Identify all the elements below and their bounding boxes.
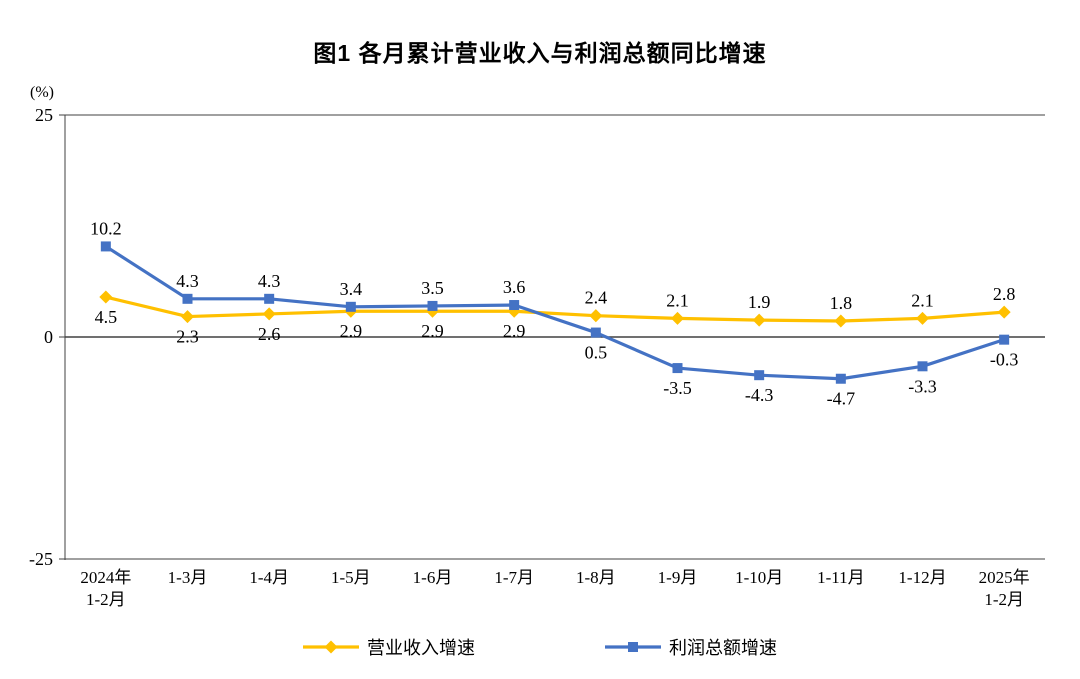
data-label: 4.5 [95, 307, 118, 327]
x-tick-label-10: 1-12月 [898, 568, 946, 587]
diamond-marker [99, 290, 113, 304]
data-label: 1.9 [748, 292, 771, 312]
data-label: 2.9 [503, 321, 526, 341]
x-tick-label-3: 1-5月 [331, 568, 371, 587]
profit-line-swatch [605, 642, 661, 652]
chart-title: 图1 各月累计营业收入与利润总额同比增速 [313, 40, 767, 66]
data-label: -3.5 [663, 378, 692, 398]
data-label: 3.4 [340, 279, 363, 299]
square-marker [917, 361, 928, 372]
square-marker [672, 363, 683, 374]
x-tick-label-6: 1-8月 [576, 568, 616, 587]
square-marker [264, 293, 275, 304]
diamond-marker [834, 314, 848, 328]
y-tick-label-0: 0 [44, 327, 53, 347]
data-label: 2.3 [176, 327, 199, 347]
y-tick-label-25: 25 [35, 105, 53, 125]
diamond-marker [589, 309, 603, 323]
data-label: 1.8 [830, 293, 853, 313]
x-tick-label-5: 1-7月 [494, 568, 534, 587]
diamond-marker [180, 310, 195, 324]
data-label: 2.9 [421, 321, 444, 341]
square-marker [835, 373, 846, 384]
legend-diamond-marker [324, 640, 338, 654]
revenue-line-swatch [303, 640, 359, 654]
diamond-marker [670, 311, 685, 325]
data-label: 4.3 [176, 271, 199, 291]
legend-square-marker [628, 642, 638, 652]
series-line-0 [104, 295, 1006, 323]
diamond-marker [915, 311, 930, 325]
x-tick-label-11: 2025年 1-2月 [979, 568, 1030, 609]
legend: 营业收入增速 利润总额增速 [0, 634, 1080, 660]
y-axis-unit-label: (%) [30, 84, 54, 101]
data-label: 2.1 [911, 290, 934, 310]
y-tick-label--25: -25 [29, 549, 53, 569]
legend-item-revenue: 营业收入增速 [303, 634, 475, 660]
x-tick-label-0: 2024年 1-2月 [80, 568, 131, 609]
data-label: 3.5 [421, 278, 444, 298]
data-label: -3.3 [908, 376, 937, 396]
square-marker [182, 293, 193, 304]
legend-item-profit: 利润总额增速 [605, 634, 777, 660]
x-tick-label-7: 1-9月 [658, 568, 698, 587]
square-marker [999, 334, 1010, 345]
data-label: 4.3 [258, 271, 281, 291]
data-label: -4.3 [745, 385, 774, 405]
diamond-marker [262, 307, 276, 321]
data-label: 2.8 [993, 284, 1016, 304]
data-label: 2.4 [585, 288, 608, 308]
data-label: 2.9 [340, 321, 363, 341]
data-label: 10.2 [90, 218, 122, 238]
data-label: 2.1 [666, 290, 689, 310]
data-label: -0.3 [990, 350, 1019, 370]
x-tick-label-1: 1-3月 [168, 568, 208, 587]
series-line-1 [104, 244, 1006, 381]
x-tick-label-4: 1-6月 [413, 568, 453, 587]
square-marker [590, 327, 601, 338]
square-marker [345, 301, 356, 312]
square-marker [427, 300, 438, 311]
data-label: 3.6 [503, 277, 526, 297]
square-marker [754, 370, 765, 381]
diamond-marker [997, 305, 1011, 319]
x-tick-label-2: 1-4月 [249, 568, 289, 587]
data-label: 0.5 [585, 343, 608, 363]
legend-label-profit: 利润总额增速 [669, 638, 777, 658]
data-label: -4.7 [827, 389, 856, 409]
data-label: 2.6 [258, 324, 281, 344]
diamond-marker [752, 313, 766, 327]
x-tick-label-9: 1-11月 [817, 568, 865, 587]
square-marker [100, 241, 111, 252]
square-marker [509, 300, 520, 311]
x-tick-label-8: 1-10月 [735, 568, 783, 587]
legend-label-revenue: 营业收入增速 [367, 638, 475, 658]
